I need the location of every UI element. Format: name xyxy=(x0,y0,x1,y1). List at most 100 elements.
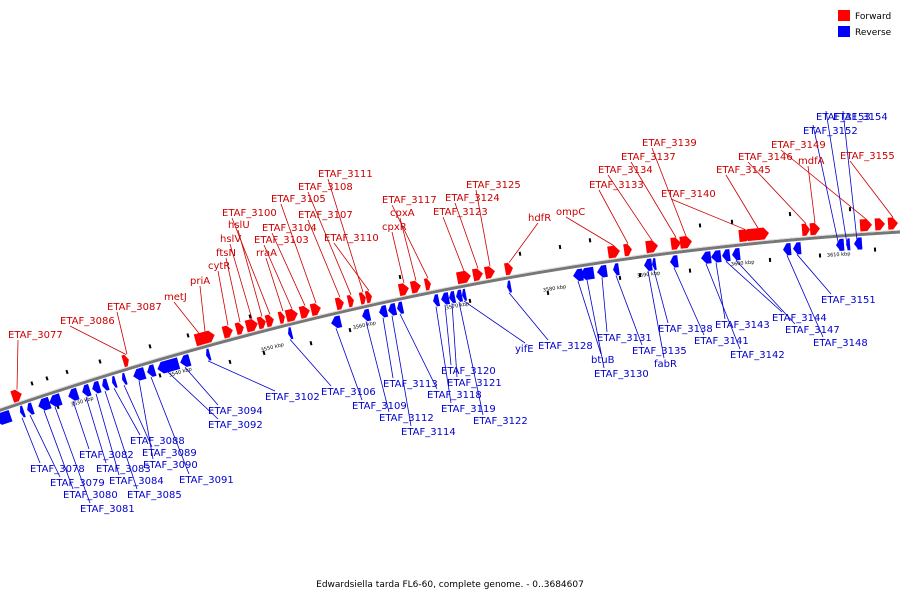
legend-reverse-label: Reverse xyxy=(855,28,892,38)
forward-gene-arrow xyxy=(645,240,658,254)
forward-label-connector xyxy=(651,147,687,237)
forward-gene-label: cpxR xyxy=(382,222,407,233)
reverse-label-connector xyxy=(207,360,276,392)
forward-gene-arrow xyxy=(193,330,215,347)
reverse-gene-label: ETAF_3102 xyxy=(265,392,320,403)
forward-gene-arrow xyxy=(874,218,885,231)
reverse-gene-label: ETAF_3079 xyxy=(50,478,105,489)
reverse-gene-arrow xyxy=(456,289,464,302)
reverse-gene-arrow xyxy=(732,247,741,261)
reverse-gene-label: ETAF_3151 xyxy=(821,295,876,306)
forward-gene-arrow xyxy=(277,311,285,324)
forward-label-connector xyxy=(849,160,894,218)
forward-gene-arrow xyxy=(234,322,244,336)
reverse-gene-arrow xyxy=(793,242,802,255)
minor-feature-mark xyxy=(348,327,352,333)
forward-label-connector xyxy=(199,285,206,332)
reverse-gene-label: ETAF_3135 xyxy=(632,346,687,357)
reverse-gene-arrow xyxy=(449,290,457,304)
reverse-label-connector xyxy=(21,417,41,464)
reverse-gene-label: ETAF_3082 xyxy=(79,450,134,461)
forward-gene-arrow xyxy=(256,316,266,330)
reverse-gene-label: ETAF_3112 xyxy=(379,413,434,424)
reverse-gene-arrow xyxy=(573,268,584,282)
forward-label-connector xyxy=(307,191,352,295)
reverse-gene-arrow xyxy=(362,308,372,322)
forward-label-connector xyxy=(607,174,653,241)
reverse-label-connector xyxy=(365,321,390,413)
reverse-gene-arrow xyxy=(147,364,157,377)
reverse-gene-label: ETAF_3119 xyxy=(441,404,496,415)
minor-feature-mark xyxy=(98,359,102,364)
forward-gene-label: ETAF_3149 xyxy=(771,140,826,151)
forward-gene-label: hslV xyxy=(220,234,241,245)
minor-feature-mark xyxy=(558,244,562,250)
reverse-gene-arrow xyxy=(288,327,294,340)
minor-feature-mark xyxy=(588,238,592,243)
forward-gene-arrow xyxy=(670,237,681,250)
reverse-gene-arrow xyxy=(507,280,513,293)
forward-gene-label: ETAF_3100 xyxy=(222,208,277,219)
forward-gene-label: ETAF_3123 xyxy=(433,207,488,218)
forward-label-connector xyxy=(565,216,615,247)
reverse-label-connector xyxy=(184,367,219,406)
reverse-gene-arrow xyxy=(157,357,181,374)
forward-gene-label: ETAF_3146 xyxy=(738,152,793,163)
scale-tick-label: 3570 kbp xyxy=(445,301,469,311)
forward-gene-label: mdfA xyxy=(798,156,825,167)
reverse-gene-arrow xyxy=(580,266,595,281)
legend-forward-label: Forward xyxy=(855,12,891,22)
forward-gene-label: hdfR xyxy=(528,213,551,224)
forward-gene-arrow xyxy=(334,297,344,311)
minor-feature-mark xyxy=(186,333,190,338)
minor-feature-mark xyxy=(248,314,252,319)
reverse-label-connector xyxy=(289,339,332,387)
forward-label-connector xyxy=(399,217,417,281)
reverse-gene-arrow xyxy=(433,294,441,307)
forward-label-connector xyxy=(173,301,200,334)
forward-gene-label: metJ xyxy=(164,292,187,303)
reverse-gene-arrow xyxy=(854,237,863,250)
reverse-gene-label: ETAF_3081 xyxy=(80,504,135,515)
forward-gene-arrow xyxy=(887,217,898,230)
reverse-label-connector xyxy=(577,281,602,355)
forward-label-connector xyxy=(747,161,807,224)
reverse-gene-label: ETAF_3092 xyxy=(208,420,263,431)
minor-feature-mark xyxy=(30,381,34,386)
forward-gene-arrow xyxy=(358,292,366,305)
forward-label-connector xyxy=(391,204,429,279)
legend-forward-swatch xyxy=(838,10,850,21)
minor-features xyxy=(30,207,877,410)
reverse-gene-arrow xyxy=(379,304,389,318)
minor-feature-mark xyxy=(768,257,772,263)
forward-gene-label: cytR xyxy=(208,261,230,272)
scale-tick-label: 3590 kbp xyxy=(637,270,661,279)
forward-gene-label: ETAF_3134 xyxy=(598,165,653,176)
forward-label-connector xyxy=(16,339,19,390)
forward-gene-arrow xyxy=(679,236,692,249)
minor-feature-mark xyxy=(309,341,313,346)
forward-label-connector xyxy=(265,257,284,312)
reverse-gene-label: ETAF_3152 xyxy=(803,126,858,137)
reverse-label-connector xyxy=(586,279,605,369)
forward-gene-label: ETAF_3107 xyxy=(298,210,353,221)
forward-gene-arrow xyxy=(221,325,233,339)
reverse-gene-label: ETAF_3089 xyxy=(142,448,197,459)
forward-label-connector xyxy=(327,178,364,293)
reverse-gene-label: ETAF_3088 xyxy=(130,436,185,447)
reverse-gene-label: btuB xyxy=(591,355,615,366)
forward-gene-label: ETAF_3117 xyxy=(382,195,437,206)
reverse-gene-arrow xyxy=(711,250,722,263)
minor-feature-mark xyxy=(228,359,232,365)
reverse-gene-arrow xyxy=(92,380,102,394)
reverse-gene-arrow xyxy=(20,405,26,418)
reverse-label-connector xyxy=(715,262,726,320)
forward-label-connector xyxy=(442,216,465,272)
forward-gene-arrow xyxy=(409,280,421,294)
forward-label-connector xyxy=(807,165,816,223)
reverse-gene-label: ETAF_3141 xyxy=(694,336,749,347)
forward-gene-arrow xyxy=(244,319,258,333)
minor-feature-mark xyxy=(45,376,49,381)
minor-feature-mark xyxy=(468,298,472,304)
